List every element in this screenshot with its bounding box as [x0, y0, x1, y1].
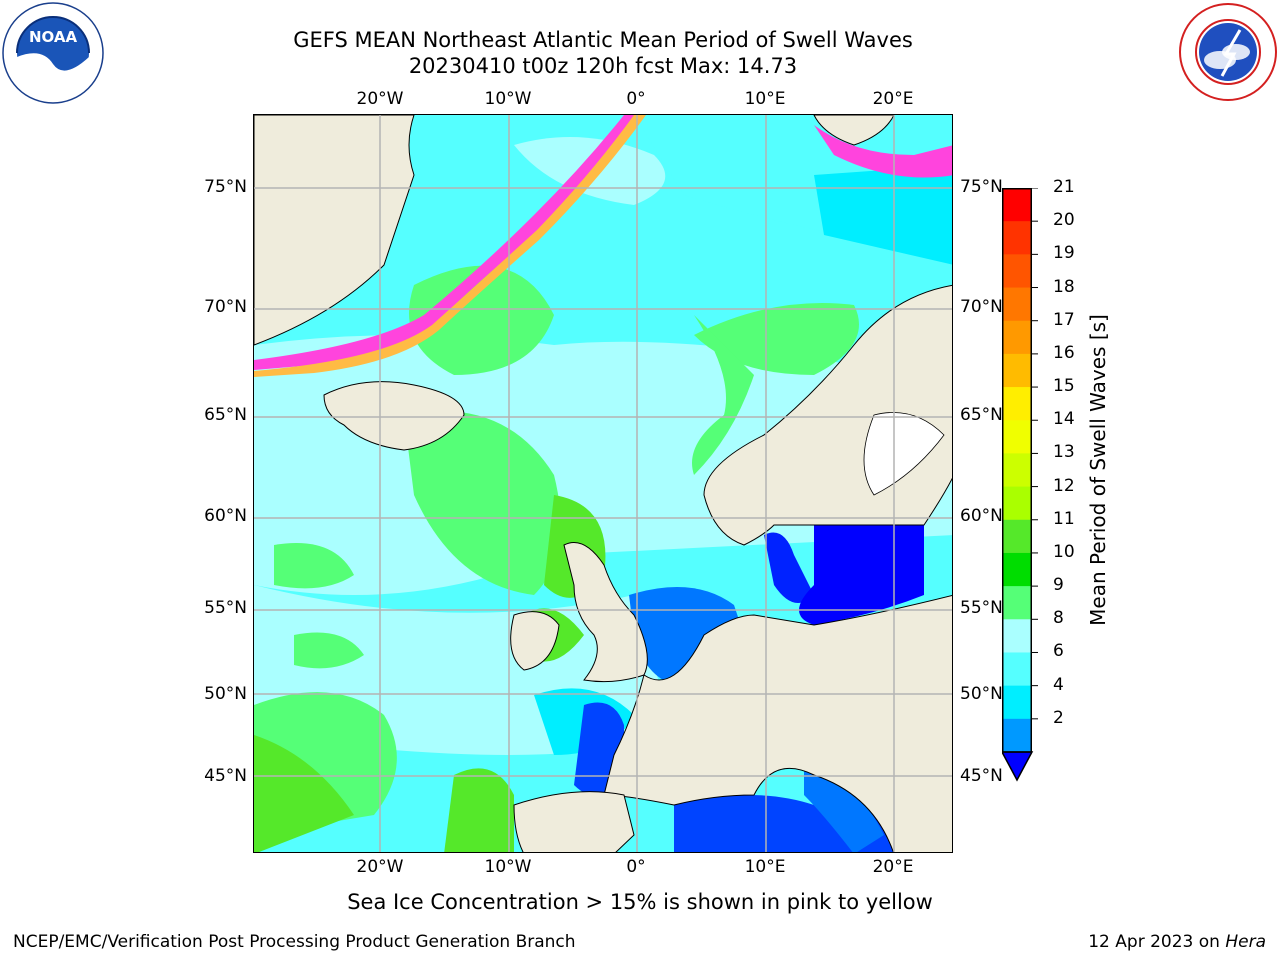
footer-credit: NCEP/EMC/Verification Post Processing Pr… — [13, 932, 576, 952]
map-panel[interactable] — [253, 114, 953, 853]
footer-date-text: 12 Apr 2023 on — [1088, 932, 1220, 952]
lat-label-left: 50°N — [204, 684, 247, 704]
colorbar-segment — [1002, 718, 1032, 753]
lon-label-top: 20°W — [356, 89, 404, 109]
colorbar-segment — [1002, 287, 1032, 322]
lat-label-right: 75°N — [960, 177, 1003, 197]
colorbar-segment — [1002, 652, 1032, 687]
lat-label-right: 70°N — [960, 297, 1003, 317]
colorbar-tick-label: 13 — [1053, 442, 1075, 463]
lat-label-left: 65°N — [204, 405, 247, 425]
lon-label-bottom: 10°E — [744, 857, 786, 877]
colorbar-tick-label: 9 — [1053, 575, 1064, 596]
lon-label-top: 20°E — [872, 89, 914, 109]
chart-subtitle: 20230410 t00z 120h fcst Max: 14.73 — [408, 54, 798, 78]
colorbar-segment — [1002, 685, 1032, 720]
colorbar-tick-label: 8 — [1053, 608, 1064, 629]
colorbar-segment — [1002, 254, 1032, 289]
lat-label-left: 60°N — [204, 506, 247, 526]
colorbar-tick-label: 18 — [1053, 276, 1075, 297]
colorbar-segment — [1002, 453, 1032, 488]
colorbar-segment — [1002, 586, 1032, 620]
colorbar-segment — [1002, 353, 1032, 388]
colorbar-tick-label: 17 — [1053, 309, 1075, 330]
colorbar-tick-label: 4 — [1053, 674, 1064, 695]
lat-label-right: 45°N — [960, 766, 1003, 786]
nws-logo-icon — [1179, 3, 1277, 101]
footer-machine: Hera — [1225, 932, 1266, 952]
lon-label-bottom: 0° — [626, 857, 646, 877]
colorbar-tick-label: 2 — [1053, 707, 1064, 728]
lat-label-right: 65°N — [960, 405, 1003, 425]
footer-date: 12 Apr 2023 on Hera — [1088, 932, 1266, 952]
chart-title: GEFS MEAN Northeast Atlantic Mean Period… — [293, 28, 913, 52]
lat-label-left: 45°N — [204, 766, 247, 786]
lon-label-bottom: 10°W — [484, 857, 532, 877]
lon-label-top: 10°W — [484, 89, 532, 109]
colorbar-tick-label: 19 — [1053, 243, 1075, 264]
colorbar-segment — [1002, 619, 1032, 653]
colorbar-segment — [1002, 221, 1032, 255]
lon-label-bottom: 20°E — [872, 857, 914, 877]
lat-label-left: 70°N — [204, 297, 247, 317]
colorbar-segment — [1002, 552, 1032, 587]
swell-period-map — [254, 115, 952, 852]
lat-label-left: 55°N — [204, 598, 247, 618]
colorbar-under-triangle — [1002, 751, 1034, 782]
colorbar-tick-label: 11 — [1053, 508, 1075, 529]
lat-label-right: 55°N — [960, 598, 1003, 618]
noaa-logo-icon: NOAA — [2, 2, 104, 104]
colorbar-segment — [1002, 420, 1032, 454]
colorbar-tick-label: 16 — [1053, 342, 1075, 363]
colorbar-segment — [1002, 519, 1032, 554]
colorbar-title: Mean Period of Swell Waves [s] — [1086, 314, 1110, 626]
colorbar-tick-label: 15 — [1053, 376, 1075, 397]
svg-text:NOAA: NOAA — [29, 28, 78, 46]
lon-label-bottom: 20°W — [356, 857, 404, 877]
colorbar — [1002, 188, 1038, 782]
colorbar-tick-label: 14 — [1053, 409, 1075, 430]
lat-label-right: 50°N — [960, 684, 1003, 704]
lat-label-right: 60°N — [960, 506, 1003, 526]
colorbar-tick-label: 10 — [1053, 541, 1075, 562]
colorbar-tick-label: 20 — [1053, 210, 1075, 231]
colorbar-segment — [1002, 188, 1032, 222]
sea-ice-note: Sea Ice Concentration > 15% is shown in … — [347, 890, 933, 914]
colorbar-tick-label: 6 — [1053, 641, 1064, 662]
lon-label-top: 10°E — [744, 89, 786, 109]
colorbar-tick-label: 21 — [1053, 177, 1075, 197]
colorbar-segment — [1002, 486, 1032, 521]
colorbar-segment — [1002, 387, 1032, 421]
lat-label-left: 75°N — [204, 177, 247, 197]
colorbar-tick-label: 12 — [1053, 475, 1075, 496]
colorbar-segment — [1002, 320, 1032, 355]
lon-label-top: 0° — [626, 89, 646, 109]
